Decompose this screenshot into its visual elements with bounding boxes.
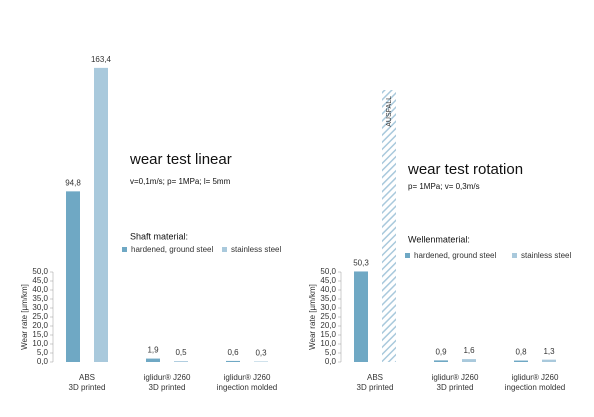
x-tick-label: iglidur® J260 [224, 373, 271, 382]
y-tick-label: 45,0 [32, 276, 48, 285]
y-tick-label: 20,0 [32, 321, 48, 330]
y-tick-label: 15,0 [320, 330, 336, 339]
x-tick-label: 3D printed [437, 383, 474, 392]
y-tick-label: 15,0 [32, 330, 48, 339]
subtitle: v=0,1m/s; p= 1MPa; l= 5mm [130, 177, 231, 186]
legend-label: hardened, ground steel [131, 245, 214, 254]
y-tick-label: 20,0 [320, 321, 336, 330]
y-tick-label: 10,0 [320, 339, 336, 348]
bar [94, 67, 108, 362]
value-label: 50,3 [353, 259, 369, 268]
bar [354, 271, 368, 362]
value-label: 0,6 [227, 348, 239, 357]
bar [542, 359, 556, 362]
x-tick-label: ABS [367, 373, 383, 382]
bar [434, 360, 448, 362]
y-tick-label: 10,0 [32, 339, 48, 348]
legend-title: Wellenmaterial: [408, 234, 470, 244]
y-tick-label: 35,0 [32, 294, 48, 303]
y-tick-label: 25,0 [320, 312, 336, 321]
y-tick-label: 30,0 [32, 303, 48, 312]
x-tick-label: iglidur® J260 [432, 373, 479, 382]
legend-label: stainless steel [521, 251, 571, 260]
legend-label: stainless steel [231, 245, 281, 254]
failure-label: AUSFALL [386, 96, 393, 127]
failure-bar [382, 90, 396, 362]
value-label: 1,9 [147, 346, 159, 355]
legend-title: Shaft material: [130, 231, 188, 241]
bar [462, 359, 476, 362]
bar [514, 360, 528, 362]
x-tick-label: ABS [79, 373, 95, 382]
y-tick-label: 25,0 [32, 312, 48, 321]
x-tick-label: 3D printed [69, 383, 106, 392]
y-axis-label: Wear rate [µm/km] [308, 284, 317, 350]
x-tick-label: iglidur® J260 [512, 373, 559, 382]
x-tick-label: ingection molded [505, 383, 565, 392]
bar [254, 361, 268, 362]
y-tick-label: 40,0 [320, 285, 336, 294]
x-tick-label: ingection molded [217, 383, 277, 392]
y-tick-label: 40,0 [32, 285, 48, 294]
legend-swatch [512, 253, 517, 258]
y-tick-label: 35,0 [320, 294, 336, 303]
bar [174, 361, 188, 362]
y-tick-label: 50,0 [320, 267, 336, 276]
y-tick-label: 50,0 [32, 267, 48, 276]
y-tick-label: 5,0 [325, 348, 337, 357]
bar [226, 360, 240, 362]
y-tick-label: 0,0 [37, 357, 49, 366]
x-tick-label: iglidur® J260 [144, 373, 191, 382]
legend-swatch [122, 247, 127, 252]
x-tick-label: 3D printed [357, 383, 394, 392]
chart-title: wear test linear [129, 151, 232, 168]
subtitle: p= 1MPa; v= 0,3m/s [408, 182, 480, 191]
chart-title: wear test rotation [407, 161, 523, 178]
value-label: 0,3 [255, 349, 267, 358]
value-label: 94,8 [65, 178, 81, 187]
y-tick-label: 0,0 [325, 357, 337, 366]
legend-label: hardened, ground steel [414, 251, 497, 260]
y-tick-label: 45,0 [320, 276, 336, 285]
bar [146, 358, 160, 362]
value-label: 0,8 [515, 348, 527, 357]
value-label: 1,3 [543, 347, 555, 356]
y-tick-label: 5,0 [37, 348, 49, 357]
bar [66, 191, 80, 362]
value-label: 0,5 [175, 348, 187, 357]
y-axis-label: Wear rate [µm/km] [20, 284, 29, 350]
x-tick-label: 3D printed [149, 383, 186, 392]
y-tick-label: 30,0 [320, 303, 336, 312]
value-label: 0,9 [435, 347, 447, 356]
legend-swatch [222, 247, 227, 252]
value-label: 163,4 [91, 55, 112, 64]
value-label: 1,6 [463, 346, 475, 355]
legend-swatch [405, 253, 410, 258]
